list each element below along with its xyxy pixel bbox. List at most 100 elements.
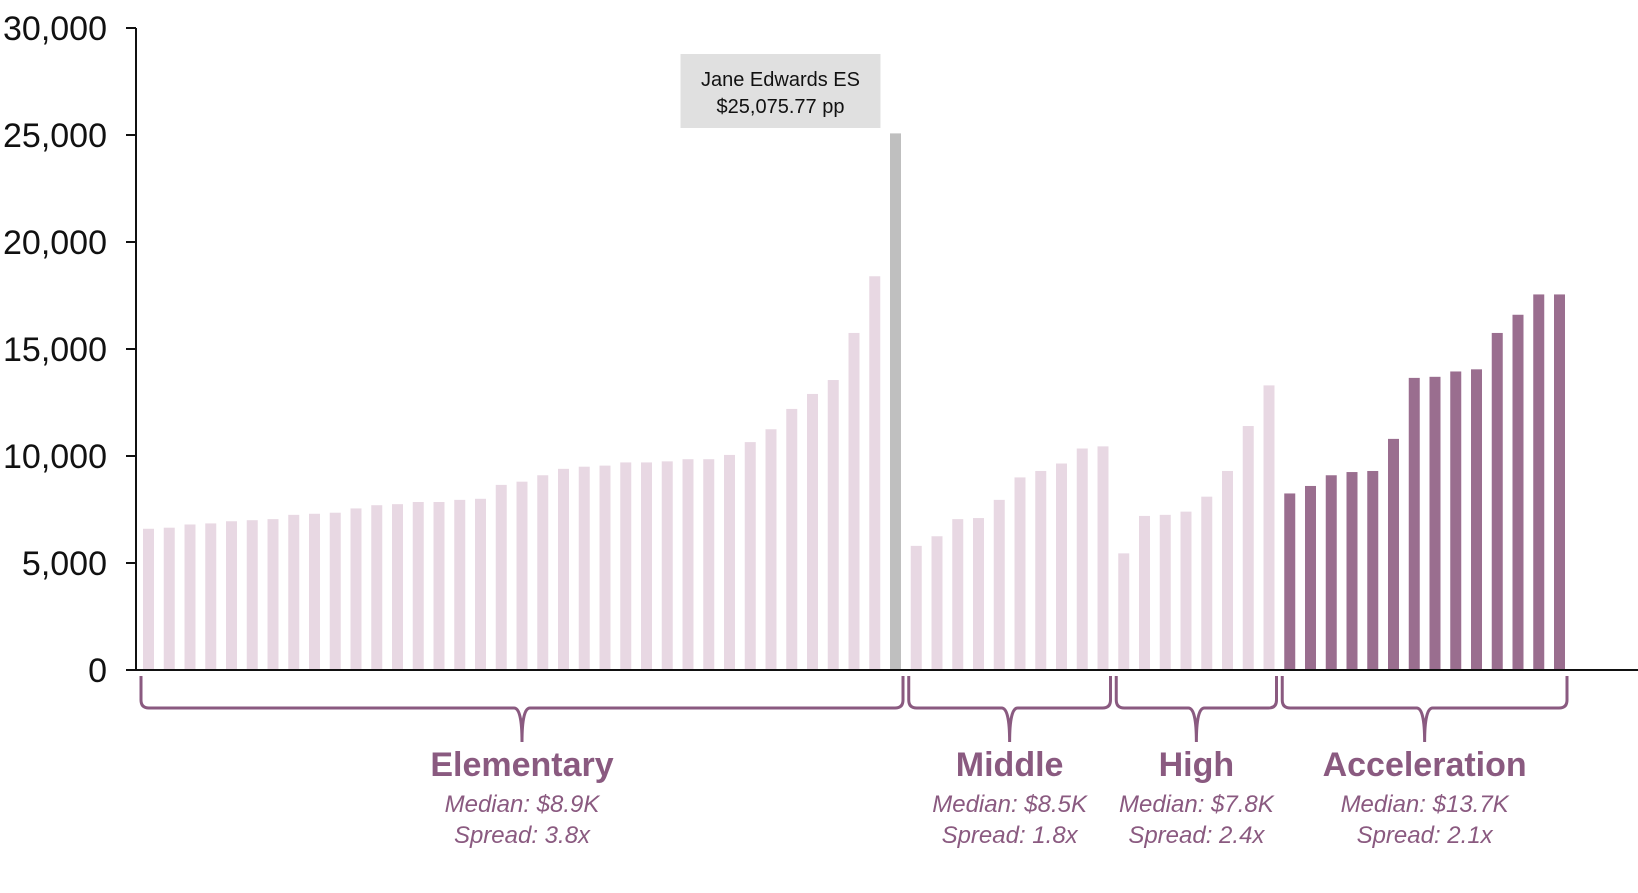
elementary-bar (309, 513, 320, 670)
elementary-bar (475, 498, 486, 670)
high-spread: Spread: 2.4x (1128, 822, 1265, 849)
elementary-bar (371, 505, 383, 670)
elementary-bar (163, 527, 175, 670)
y-tick-label: 15,000 (3, 331, 107, 369)
callout: Jane Edwards ES $25,075.77 pp (680, 54, 881, 128)
elementary-bar (392, 504, 403, 670)
y-tick-label: 5,000 (22, 545, 107, 583)
y-axis: 0 5,000 10,000 15,000 20,000 25,000 30,000 (3, 10, 137, 690)
high-bar (1159, 514, 1171, 670)
y-tick-label: 30,000 (3, 10, 107, 48)
high-bar (1222, 470, 1233, 670)
middle-median: Median: $8.5K (932, 791, 1088, 818)
elementary-bar (288, 514, 300, 670)
elementary-bar (744, 442, 756, 670)
acceleration-bar (1491, 332, 1503, 670)
middle-spread: Spread: 1.8x (942, 822, 1079, 849)
elementary-bar (454, 499, 466, 670)
y-tick-label: 25,000 (3, 117, 107, 155)
elementary-bar (599, 465, 611, 670)
elementary-bar (848, 332, 860, 670)
high-bar (1139, 515, 1150, 670)
elementary-bracket (139, 676, 905, 743)
group-labels: Elementary Median: $8.9K Spread: 3.8x Middl… (430, 746, 1526, 849)
elementary-bar (641, 462, 652, 670)
elementary-bar (495, 484, 507, 670)
acceleration-bar (1533, 294, 1545, 670)
high-label: High (1159, 746, 1235, 784)
elementary-bar (661, 461, 673, 670)
high-bar (1180, 511, 1192, 670)
elementary-bar (412, 502, 424, 670)
acceleration-bar (1554, 294, 1565, 670)
middle-bar (910, 545, 922, 670)
acceleration-bar (1450, 371, 1462, 670)
middle-bar (1035, 470, 1047, 670)
callout-value: $25,075.77 pp (717, 96, 845, 118)
acceleration-bar (1429, 376, 1441, 670)
acceleration-bar (1367, 470, 1379, 670)
elementary-bar (226, 521, 237, 670)
middle-bar (931, 536, 943, 670)
group-brackets (139, 676, 1569, 743)
elementary-bar (724, 454, 735, 670)
acceleration-median: Median: $13.7K (1341, 791, 1510, 818)
middle-bar (973, 518, 984, 670)
high-bracket (1114, 676, 1278, 743)
middle-bar (1076, 448, 1088, 670)
elementary-bar (184, 524, 196, 670)
elementary-bar (205, 523, 217, 670)
elementary-median: Median: $8.9K (445, 791, 601, 818)
elementary-bar (786, 408, 798, 670)
middle-bracket (907, 676, 1112, 743)
callout-school-name: Jane Edwards ES (701, 69, 860, 91)
elementary-label: Elementary (430, 746, 613, 784)
elementary-bar (516, 481, 528, 670)
y-tick-label: 20,000 (3, 224, 107, 262)
acceleration-bar (1346, 472, 1358, 670)
elementary-bar (703, 459, 715, 670)
highlight-bar (890, 133, 901, 670)
high-bar (1242, 426, 1254, 670)
elementary-bar (329, 512, 341, 670)
middle-bar (993, 499, 1005, 670)
elementary-bar (537, 475, 549, 670)
elementary-bar (246, 520, 258, 670)
acceleration-bar (1471, 369, 1482, 670)
y-ticks: 0 5,000 10,000 15,000 20,000 25,000 30,000 (3, 10, 136, 690)
acceleration-bar (1325, 475, 1337, 670)
callout-box (680, 54, 881, 128)
acceleration-bar (1284, 493, 1296, 670)
y-tick-label: 10,000 (3, 438, 107, 476)
middle-bar (1014, 477, 1026, 670)
high-bar (1118, 553, 1130, 670)
elementary-spread: Spread: 3.8x (454, 822, 591, 849)
elementary-bar (143, 528, 154, 670)
middle-bar (1056, 463, 1067, 670)
acceleration-bar (1408, 377, 1420, 670)
elementary-bar (267, 519, 279, 670)
high-bar (1201, 496, 1213, 670)
elementary-bar (869, 276, 881, 670)
elementary-bar (827, 380, 839, 670)
acceleration-bar (1512, 314, 1524, 670)
bars (143, 133, 1565, 670)
acceleration-label: Acceleration (1323, 746, 1527, 784)
high-bar (1263, 385, 1275, 670)
elementary-bar (620, 462, 632, 670)
y-tick-label: 0 (88, 652, 107, 690)
acceleration-bracket (1280, 676, 1569, 743)
acceleration-bar (1388, 438, 1399, 670)
high-median: Median: $7.8K (1119, 791, 1275, 818)
acceleration-spread: Spread: 2.1x (1357, 822, 1494, 849)
elementary-bar (807, 393, 818, 670)
elementary-bar (558, 468, 569, 670)
elementary-bar (350, 508, 362, 670)
elementary-bar (433, 502, 445, 670)
middle-bar (1097, 446, 1109, 670)
middle-label: Middle (956, 746, 1064, 784)
acceleration-bar (1305, 485, 1316, 670)
elementary-bar (765, 429, 777, 670)
elementary-bar (578, 466, 590, 670)
